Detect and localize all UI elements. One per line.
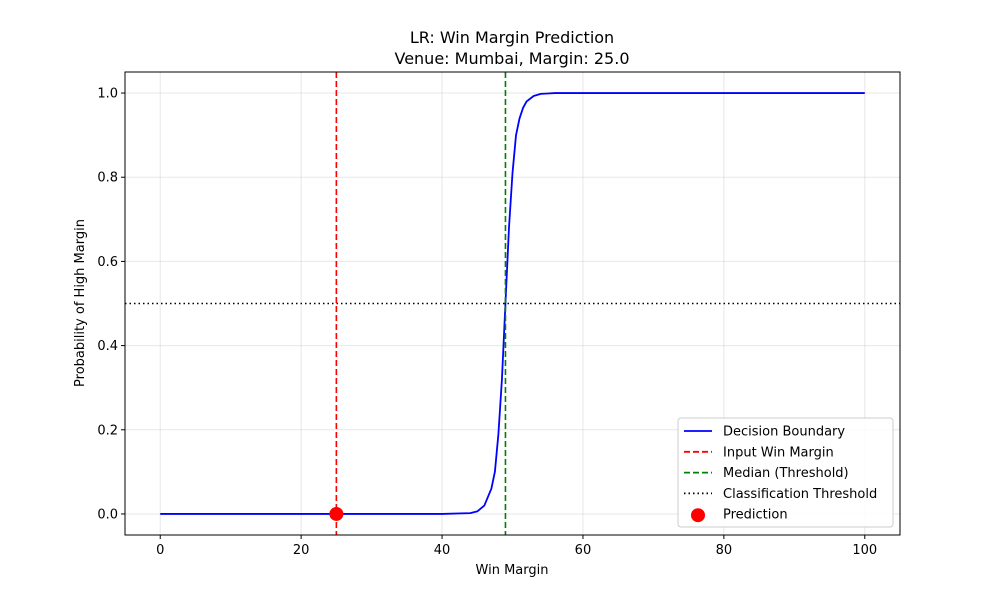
y-tick-label: 0.2 — [97, 423, 118, 438]
legend: Decision Boundary Input Win Margin Median … — [677, 417, 894, 528]
legend-label-median-threshold: Median (Threshold) — [723, 466, 849, 481]
legend-label-input-win-margin: Input Win Margin — [723, 445, 834, 460]
x-axis-label: Win Margin — [476, 563, 549, 578]
y-tick-label: 0.0 — [97, 507, 118, 522]
legend-label-decision-boundary: Decision Boundary — [723, 425, 845, 440]
y-axis-label: Probability of High Margin — [73, 219, 88, 387]
plot-points — [329, 506, 344, 521]
chart-title-line1: LR: Win Margin Prediction — [410, 28, 614, 47]
y-tick-label: 0.8 — [97, 171, 118, 186]
x-tick-label: 20 — [293, 543, 310, 558]
legend-box — [677, 417, 894, 528]
series-line-decision-boundary — [160, 92, 865, 515]
x-tick-label: 80 — [716, 543, 733, 558]
x-tick-label: 60 — [575, 543, 592, 558]
y-tick-label: 0.6 — [97, 255, 118, 270]
y-ticks: 0.0 0.2 0.4 0.6 0.8 1.0 — [97, 87, 125, 522]
prediction-point — [329, 506, 344, 521]
plot-frame — [124, 71, 901, 536]
plot-lines — [125, 72, 900, 535]
x-tick-label: 40 — [434, 543, 451, 558]
x-tick-label: 100 — [852, 543, 877, 558]
x-tick-label: 0 — [156, 543, 164, 558]
x-ticks: 0 20 40 60 80 100 — [156, 535, 877, 558]
chart-title-line2: Venue: Mumbai, Margin: 25.0 — [394, 49, 629, 68]
legend-swatch-prediction — [691, 508, 705, 523]
y-tick-label: 0.4 — [97, 339, 118, 354]
legend-label-classification-threshold: Classification Threshold — [723, 487, 877, 502]
legend-label-prediction: Prediction — [723, 508, 788, 523]
y-tick-label: 1.0 — [97, 87, 118, 102]
